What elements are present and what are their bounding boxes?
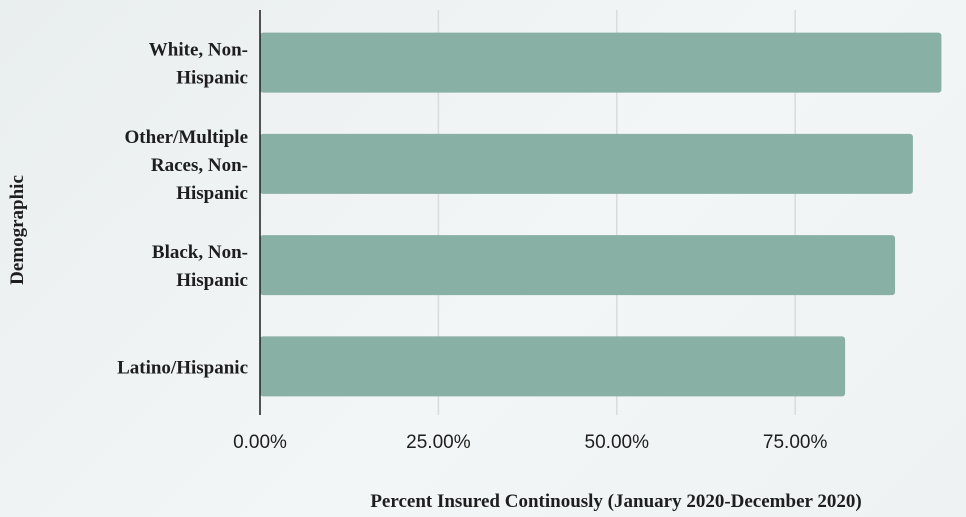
category-label-line: White, Non- — [149, 40, 248, 61]
category-label: White, Non- Hispanic — [149, 40, 248, 89]
x-axis-title: Percent Insured Continously (January 202… — [370, 491, 861, 512]
category-label-line: Latino/Hispanic — [117, 357, 248, 378]
category-label-line: Other/Multiple — [125, 127, 248, 148]
category-label-line: Hispanic — [176, 183, 248, 204]
x-tick-label: 25.00% — [406, 432, 471, 453]
x-tick-label: 0.00% — [233, 432, 287, 453]
bar — [260, 235, 896, 296]
category-label-line: Black, Non- — [152, 242, 248, 263]
x-tick-label: 50.00% — [585, 432, 650, 453]
x-tick-label: 75.00% — [763, 432, 828, 453]
category-label-line: Hispanic — [176, 270, 248, 291]
category-labels: White, Non- Hispanic Other/Multiple Races, … — [117, 40, 248, 379]
bars — [260, 32, 942, 397]
category-label-line: Hispanic — [176, 68, 248, 89]
category-label-line: Races, Non- — [151, 155, 248, 176]
bar — [260, 336, 846, 397]
category-label: Other/Multiple Races, Non- Hispanic — [125, 127, 248, 204]
bar — [260, 133, 913, 194]
category-label: Latino/Hispanic — [117, 357, 248, 378]
bar — [260, 32, 942, 93]
category-label: Black, Non- Hispanic — [152, 242, 248, 291]
y-axis-title: Demographic — [7, 175, 28, 285]
x-tick-labels: 0.00% 25.00% 50.00% 75.00% — [233, 432, 827, 453]
